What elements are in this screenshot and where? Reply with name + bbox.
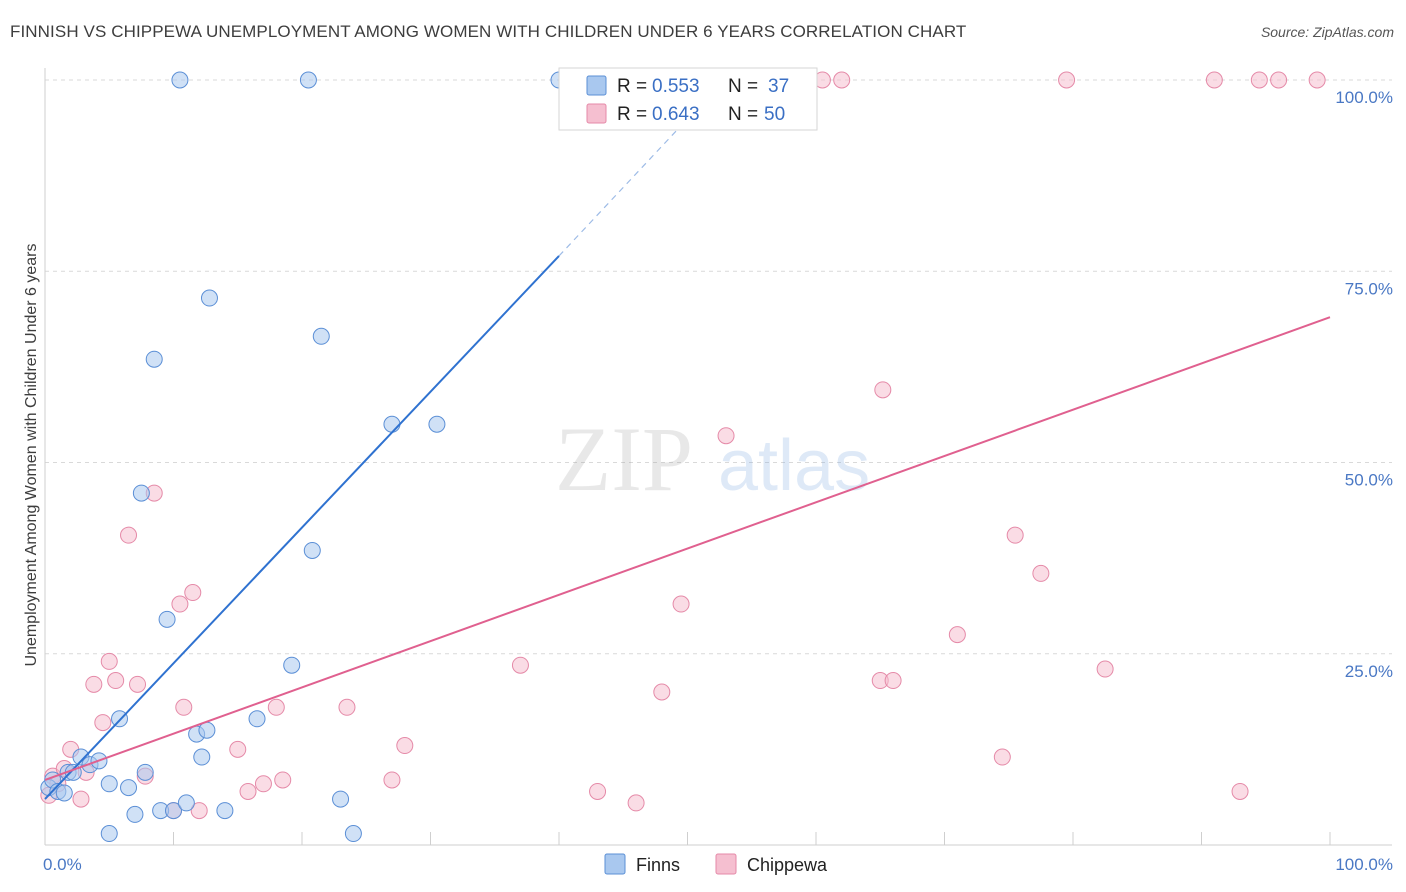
chippewa-point [589, 782, 607, 800]
finns-point [100, 775, 118, 793]
stats-legend: R = 0.553 N = 37 R = 0.643 N = 50 [558, 67, 818, 131]
chippewa-point [85, 675, 103, 693]
chippewa-point [627, 794, 645, 812]
legend-swatch-chippewa [586, 103, 607, 124]
chippewa-point [1032, 564, 1050, 582]
chippewa-point [254, 775, 272, 793]
chippewa-point [94, 714, 112, 732]
chippewa-point [948, 626, 966, 644]
chippewa-point [274, 771, 292, 789]
finns-trend-line [44, 255, 560, 800]
y-tick-label: 50.0% [1345, 471, 1393, 490]
x-tick-label: 100.0% [1335, 855, 1393, 874]
legend-chippewa-r-value: 0.643 [652, 104, 700, 125]
legend-chippewa-n-value: 50 [764, 104, 785, 125]
legend-swatch-finns [586, 75, 607, 96]
chippewa-point [511, 656, 529, 674]
finns-point [120, 779, 138, 797]
finns-point [177, 794, 195, 812]
legend-finns-r-value: 0.553 [652, 76, 700, 97]
finns-point [428, 415, 446, 433]
finns-series [40, 71, 568, 843]
chippewa-point [874, 381, 892, 399]
finns-point [136, 763, 154, 781]
finns-point [312, 327, 330, 345]
chippewa-point [229, 740, 247, 758]
chippewa-point [1096, 660, 1114, 678]
chippewa-point [672, 595, 690, 613]
chippewa-point [717, 427, 735, 445]
finns-point [303, 541, 321, 559]
y-tick-labels: 100.0% 75.0% 50.0% 25.0% [1335, 88, 1393, 681]
finns-point [158, 610, 176, 628]
chippewa-point [190, 802, 208, 820]
chippewa-point [129, 675, 147, 693]
chippewa-trend-line [44, 316, 1331, 781]
finns-point [100, 825, 118, 843]
x-tick-labels: 0.0% 100.0% [43, 855, 1393, 874]
finns-point [165, 802, 182, 820]
finns-point [145, 350, 163, 368]
y-axis-label: Unemployment Among Women with Children U… [23, 243, 40, 666]
legend-finns-r-label: R = [617, 76, 647, 97]
bottom-legend-swatch-finns [604, 853, 626, 875]
source-label: Source: ZipAtlas.com [1260, 24, 1394, 40]
chippewa-point [120, 526, 138, 544]
watermark-atlas: atlas [718, 426, 870, 506]
chippewa-point [1308, 71, 1326, 89]
chippewa-point [107, 672, 125, 690]
finns-point [200, 289, 218, 307]
chippewa-point [1270, 71, 1288, 89]
finns-point [126, 805, 144, 823]
watermark: ZIP atlas [555, 408, 870, 510]
chippewa-point [1231, 782, 1249, 800]
series-legend: Finns Chippewa [604, 853, 828, 875]
chippewa-point [239, 782, 257, 800]
finns-point [193, 748, 211, 766]
legend-chippewa-n-label: N = [728, 104, 758, 125]
chippewa-point [267, 698, 285, 716]
legend-chippewa-r-label: R = [617, 104, 647, 125]
chippewa-point [833, 71, 851, 89]
chippewa-point [884, 672, 902, 690]
bottom-legend-swatch-chippewa [715, 853, 737, 875]
legend-finns-n-value: 37 [768, 76, 789, 97]
chippewa-point [653, 683, 671, 701]
finns-point [248, 710, 266, 728]
chippewa-point [1058, 71, 1076, 89]
axes [44, 68, 1392, 846]
chippewa-point [338, 698, 356, 716]
chippewa-point [1250, 71, 1268, 89]
chippewa-point [171, 595, 189, 613]
chippewa-point [72, 790, 90, 808]
watermark-zip: ZIP [555, 408, 693, 510]
chippewa-point [993, 748, 1011, 766]
finns-point [299, 71, 317, 89]
chippewa-point [396, 737, 414, 755]
chart-title: FINNISH VS CHIPPEWA UNEMPLOYMENT AMONG W… [10, 22, 967, 41]
chippewa-point [1006, 526, 1024, 544]
y-tick-label: 75.0% [1345, 279, 1393, 298]
y-tick-label: 25.0% [1345, 662, 1393, 681]
bottom-legend-finns: Finns [636, 855, 680, 875]
chippewa-point [175, 698, 193, 716]
finns-point [332, 790, 350, 808]
finns-point [132, 484, 150, 502]
x-tick-label: 0.0% [43, 855, 82, 874]
chippewa-point [100, 652, 118, 670]
chippewa-point [383, 771, 401, 789]
finns-point [283, 656, 301, 674]
y-tick-label: 100.0% [1335, 88, 1393, 107]
bottom-legend-chippewa: Chippewa [747, 855, 828, 875]
finns-point [383, 415, 401, 433]
finns-point [171, 71, 189, 89]
finns-point [216, 802, 234, 820]
legend-finns-n-label: N = [728, 76, 758, 97]
chippewa-point [1205, 71, 1223, 89]
chippewa-point [184, 584, 202, 602]
finns-point [344, 825, 362, 843]
finns-point [55, 784, 73, 802]
